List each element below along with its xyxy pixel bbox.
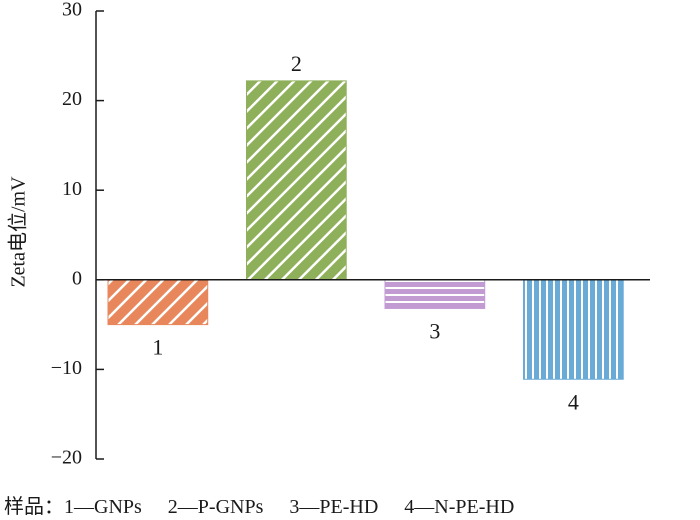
bar-3 [384,279,486,309]
y-axis-label: Zeta电位/mV [7,176,30,288]
zeta-potential-chart: Zeta电位/mV −20 −10 0 10 20 30 1 2 3 4 [7,0,650,469]
legend-item-2: 2—P-GNPs [167,496,264,518]
y-tick-label: −10 [51,357,82,379]
legend-item-4: 4—N-PE-HD [404,496,515,518]
y-ticks: −20 −10 0 10 20 30 [51,0,104,469]
legend-item-3: 3—PE-HD [289,496,379,518]
y-tick-label: 0 [72,267,82,289]
legend-prefix: 样品： [4,496,64,518]
y-tick-label: 30 [62,0,82,21]
bar-label-3: 3 [429,318,440,343]
y-tick-label: −20 [51,447,82,469]
bar-1 [107,279,209,326]
bars [107,80,624,380]
bar-label-1: 1 [152,335,163,360]
bar-2 [246,80,347,281]
axes [95,11,650,459]
bar-label-2: 2 [291,51,302,76]
legend-item-1: 1—GNPs [64,496,142,518]
bar-label-4: 4 [568,389,579,414]
bar-labels: 1 2 3 4 [152,51,579,414]
y-tick-label: 10 [62,178,82,200]
legend: 样品：1—GNPs 2—P-GNPs 3—PE-HD 4—N-PE-HD [4,490,700,519]
y-tick-label: 20 [62,88,82,110]
bar-4 [523,279,624,380]
